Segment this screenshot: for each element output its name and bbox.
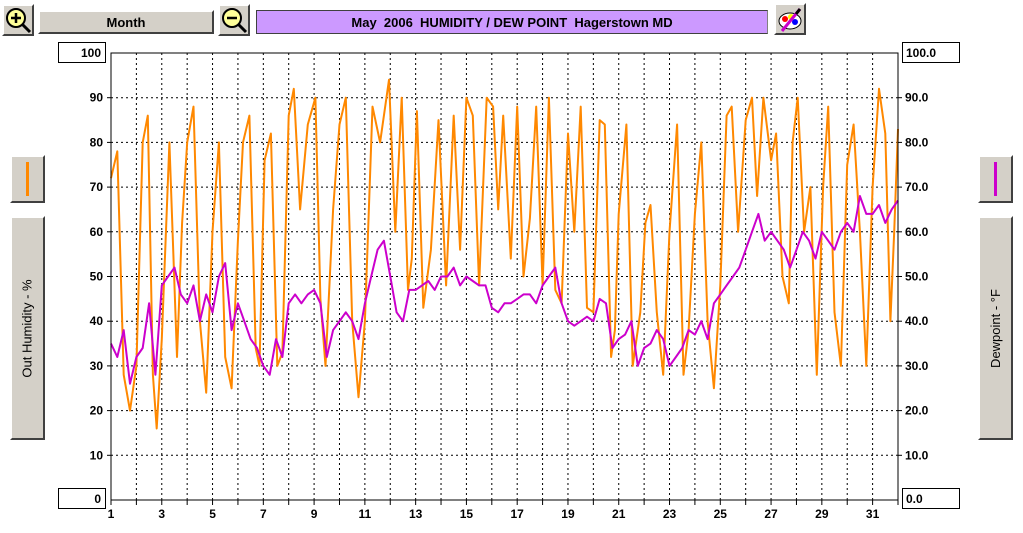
x-tick-label: 21 bbox=[612, 507, 626, 521]
right-axis-min-field[interactable]: 0.0 bbox=[902, 488, 960, 509]
x-tick-label: 23 bbox=[663, 507, 677, 521]
left-axis-max-field[interactable]: 100 bbox=[58, 42, 106, 63]
x-tick-label: 1 bbox=[108, 507, 115, 521]
right-tick-label: 50.0 bbox=[905, 270, 929, 284]
x-tick-label: 3 bbox=[158, 507, 165, 521]
left-axis-min-field[interactable]: 0 bbox=[58, 488, 106, 509]
left-tick-label: 30 bbox=[90, 359, 104, 373]
left-axis-label: Out Humidity - % bbox=[20, 278, 35, 378]
x-tick-label: 31 bbox=[866, 507, 880, 521]
left-tick-label: 40 bbox=[90, 314, 104, 328]
dewpoint-axis-button[interactable]: Dewpoint - °F bbox=[978, 216, 1013, 440]
right-tick-label: 40.0 bbox=[905, 314, 929, 328]
right-axis-ticks: 10.0 20.0 30.0 40.0 50.0 60.0 70.0 80.0 90.0 bbox=[898, 91, 929, 462]
x-tick-label: 11 bbox=[359, 507, 372, 521]
color-settings-button[interactable] bbox=[774, 3, 806, 35]
right-tick-label: 80.0 bbox=[905, 135, 929, 149]
x-tick-label: 5 bbox=[209, 507, 216, 521]
right-tick-label: 70.0 bbox=[905, 180, 929, 194]
left-tick-label: 60 bbox=[90, 225, 104, 239]
humidity-series-line bbox=[110, 78, 899, 430]
x-tick-label: 17 bbox=[511, 507, 525, 521]
humidity-color-swatch bbox=[26, 162, 29, 196]
dewpoint-series-color-button[interactable] bbox=[978, 155, 1013, 203]
x-tick-label: 15 bbox=[460, 507, 474, 521]
zoom-in-magnifier-icon bbox=[6, 8, 32, 34]
zoom-out-magnifier-icon bbox=[222, 8, 248, 34]
right-tick-label: 90.0 bbox=[905, 91, 929, 105]
left-tick-label: 90 bbox=[90, 91, 104, 105]
period-selector-button[interactable]: Month bbox=[38, 10, 214, 34]
right-tick-label: 60.0 bbox=[905, 225, 929, 239]
zoom-out-button[interactable] bbox=[218, 4, 250, 36]
chart-title: May 2006 HUMIDITY / DEW POINT Hagerstown… bbox=[256, 10, 768, 34]
left-tick-label: 80 bbox=[90, 135, 104, 149]
right-axis-max-field[interactable]: 100.0 bbox=[902, 42, 960, 63]
chart-grid bbox=[111, 53, 898, 500]
x-tick-label: 27 bbox=[764, 507, 778, 521]
zoom-in-button[interactable] bbox=[2, 4, 34, 36]
x-tick-label: 13 bbox=[409, 507, 423, 521]
humidity-axis-button[interactable]: Out Humidity - % bbox=[10, 216, 45, 440]
left-tick-label: 20 bbox=[90, 404, 104, 418]
x-tick-label: 19 bbox=[561, 507, 575, 521]
humidity-series-color-button[interactable] bbox=[10, 155, 45, 203]
paint-palette-icon bbox=[778, 8, 802, 32]
x-axis-ticks: 1 3 5 7 9 11 13 15 17 19 21 23 25 27 29 31 bbox=[108, 500, 899, 521]
plot-frame bbox=[110, 52, 899, 501]
right-tick-label: 30.0 bbox=[905, 359, 929, 373]
left-tick-label: 50 bbox=[90, 270, 104, 284]
right-tick-label: 20.0 bbox=[905, 404, 929, 418]
x-tick-label: 7 bbox=[260, 507, 267, 521]
left-tick-label: 10 bbox=[90, 448, 104, 462]
dewpoint-series-line bbox=[110, 195, 899, 385]
x-tick-label: 29 bbox=[815, 507, 829, 521]
right-axis-label: Dewpoint - °F bbox=[988, 288, 1004, 368]
left-tick-label: 70 bbox=[90, 180, 104, 194]
series-layer bbox=[110, 78, 899, 430]
left-axis-ticks: 10 20 30 40 50 60 70 80 90 bbox=[90, 91, 111, 462]
x-tick-label: 25 bbox=[714, 507, 728, 521]
dewpoint-color-swatch bbox=[994, 162, 997, 196]
right-tick-label: 10.0 bbox=[905, 448, 929, 462]
x-tick-label: 9 bbox=[311, 507, 318, 521]
